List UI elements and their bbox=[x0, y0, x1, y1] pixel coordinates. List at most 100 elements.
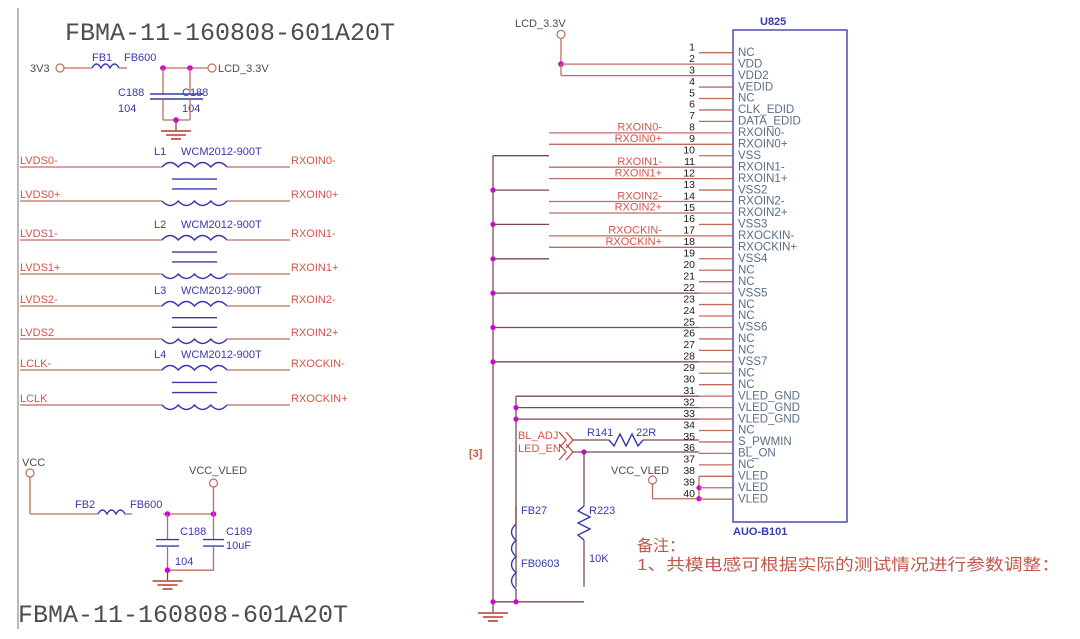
svg-text:LVDS2-: LVDS2- bbox=[20, 294, 58, 306]
svg-text:14: 14 bbox=[683, 190, 695, 202]
svg-text:22: 22 bbox=[683, 282, 695, 294]
svg-text:FB2: FB2 bbox=[75, 499, 95, 511]
svg-text:AUO-B101: AUO-B101 bbox=[733, 526, 787, 538]
svg-text:FB27: FB27 bbox=[521, 505, 547, 517]
svg-text:VSS7: VSS7 bbox=[738, 356, 767, 368]
svg-text:C188: C188 bbox=[118, 87, 144, 99]
svg-text:7: 7 bbox=[689, 110, 695, 122]
svg-text:C189: C189 bbox=[226, 526, 252, 538]
svg-text:VEDID: VEDID bbox=[738, 81, 773, 93]
svg-text:29: 29 bbox=[683, 362, 695, 374]
svg-text:1: 1 bbox=[689, 42, 695, 54]
svg-text:17: 17 bbox=[683, 225, 695, 237]
svg-text:FB0603: FB0603 bbox=[521, 558, 560, 570]
svg-text:WCM2012-900T: WCM2012-900T bbox=[181, 146, 262, 158]
svg-text:RXOCKIN-: RXOCKIN- bbox=[608, 225, 662, 237]
svg-text:NC: NC bbox=[738, 459, 755, 471]
svg-text:NC: NC bbox=[738, 379, 755, 391]
svg-text:LVDS1+: LVDS1+ bbox=[20, 262, 60, 274]
svg-text:18: 18 bbox=[683, 236, 695, 248]
svg-text:R223: R223 bbox=[589, 505, 615, 517]
svg-text:104: 104 bbox=[118, 103, 136, 115]
svg-text:26: 26 bbox=[683, 328, 695, 340]
svg-text:VCC_VLED: VCC_VLED bbox=[611, 465, 669, 477]
svg-text:S_PWMIN: S_PWMIN bbox=[738, 436, 792, 448]
svg-text:RXOIN1+: RXOIN1+ bbox=[738, 173, 788, 185]
svg-text:36: 36 bbox=[683, 442, 695, 454]
svg-text:VLED: VLED bbox=[738, 482, 768, 494]
svg-text:RXOCKIN+: RXOCKIN+ bbox=[738, 242, 797, 254]
svg-text:CLK_EDID: CLK_EDID bbox=[738, 104, 794, 116]
svg-text:RXOIN0-: RXOIN0- bbox=[738, 127, 785, 139]
svg-text:RXOCKIN+: RXOCKIN+ bbox=[605, 236, 662, 248]
svg-text:VSS4: VSS4 bbox=[738, 253, 768, 265]
svg-text:30: 30 bbox=[683, 374, 695, 386]
svg-text:[3]: [3] bbox=[469, 448, 483, 460]
svg-text:1、共模电感可根据实际的测试情况进行参数调整：: 1、共模电感可根据实际的测试情况进行参数调整： bbox=[637, 556, 1060, 574]
svg-text:LED_EN: LED_EN bbox=[518, 443, 561, 455]
svg-text:31: 31 bbox=[683, 385, 695, 397]
svg-text:L4: L4 bbox=[154, 349, 166, 361]
svg-text:LCD_3.3V: LCD_3.3V bbox=[218, 63, 269, 75]
svg-text:LCD_3.3V: LCD_3.3V bbox=[515, 18, 566, 30]
svg-text:WCM2012-900T: WCM2012-900T bbox=[181, 285, 262, 297]
svg-text:NC: NC bbox=[738, 47, 755, 59]
svg-text:24: 24 bbox=[683, 305, 695, 317]
svg-text:LVDS0-: LVDS0- bbox=[20, 155, 58, 167]
svg-text:VSS: VSS bbox=[738, 150, 761, 162]
svg-text:RXOIN2-: RXOIN2- bbox=[617, 190, 662, 202]
svg-text:VLED: VLED bbox=[738, 471, 768, 483]
svg-text:LVDS0+: LVDS0+ bbox=[20, 189, 60, 201]
svg-text:15: 15 bbox=[683, 202, 695, 214]
svg-text:R141: R141 bbox=[587, 427, 613, 439]
svg-text:U825: U825 bbox=[760, 16, 786, 28]
svg-text:10K: 10K bbox=[589, 553, 609, 565]
svg-text:VSS6: VSS6 bbox=[738, 322, 767, 334]
svg-text:28: 28 bbox=[683, 351, 695, 363]
svg-text:L3: L3 bbox=[154, 285, 166, 297]
svg-text:RXOIN2+: RXOIN2+ bbox=[615, 202, 662, 214]
svg-text:4: 4 bbox=[689, 76, 695, 88]
svg-text:RXOIN0+: RXOIN0+ bbox=[738, 138, 788, 150]
svg-text:VLED_GND: VLED_GND bbox=[738, 390, 800, 402]
svg-text:VLED_GND: VLED_GND bbox=[738, 402, 800, 414]
svg-text:RXOIN0-: RXOIN0- bbox=[291, 155, 336, 167]
svg-text:27: 27 bbox=[683, 339, 695, 351]
svg-text:VSS3: VSS3 bbox=[738, 219, 767, 231]
svg-text:NC: NC bbox=[738, 276, 755, 288]
svg-text:38: 38 bbox=[683, 465, 695, 477]
svg-text:FB1: FB1 bbox=[92, 52, 112, 64]
svg-text:RXOIN1+: RXOIN1+ bbox=[291, 262, 338, 274]
svg-text:NC: NC bbox=[738, 333, 755, 345]
svg-text:备注：: 备注： bbox=[637, 537, 685, 555]
svg-text:23: 23 bbox=[683, 293, 695, 305]
svg-text:VLED: VLED bbox=[738, 493, 768, 505]
svg-text:16: 16 bbox=[683, 213, 695, 225]
svg-text:FB600: FB600 bbox=[130, 499, 162, 511]
svg-text:RXOIN2-: RXOIN2- bbox=[738, 196, 785, 208]
svg-text:L1: L1 bbox=[154, 146, 166, 158]
svg-text:37: 37 bbox=[683, 454, 695, 466]
svg-text:RXOIN1-: RXOIN1- bbox=[291, 228, 336, 240]
svg-text:32: 32 bbox=[683, 396, 695, 408]
svg-text:VDD: VDD bbox=[738, 58, 762, 70]
svg-text:FB600: FB600 bbox=[124, 52, 156, 64]
svg-text:RXOIN2-: RXOIN2- bbox=[291, 294, 336, 306]
svg-text:VCC_VLED: VCC_VLED bbox=[189, 465, 247, 477]
svg-text:11: 11 bbox=[684, 156, 695, 168]
svg-text:FBMA-11-160808-601A20T: FBMA-11-160808-601A20T bbox=[18, 601, 348, 630]
svg-text:L2: L2 bbox=[154, 219, 166, 231]
svg-text:40: 40 bbox=[683, 488, 695, 500]
svg-text:3V3: 3V3 bbox=[30, 63, 50, 75]
svg-text:C188: C188 bbox=[180, 526, 206, 538]
svg-text:19: 19 bbox=[683, 248, 695, 260]
svg-text:FBMA-11-160808-601A20T: FBMA-11-160808-601A20T bbox=[65, 19, 395, 48]
svg-text:LCLK-: LCLK- bbox=[20, 358, 52, 370]
svg-text:25: 25 bbox=[683, 316, 695, 328]
svg-text:21: 21 bbox=[683, 270, 695, 282]
svg-text:39: 39 bbox=[683, 477, 695, 489]
svg-text:12: 12 bbox=[683, 167, 695, 179]
svg-text:RXOCKIN+: RXOCKIN+ bbox=[291, 393, 348, 405]
svg-text:LCLK: LCLK bbox=[20, 393, 48, 405]
svg-text:RXOIN2+: RXOIN2+ bbox=[738, 207, 788, 219]
